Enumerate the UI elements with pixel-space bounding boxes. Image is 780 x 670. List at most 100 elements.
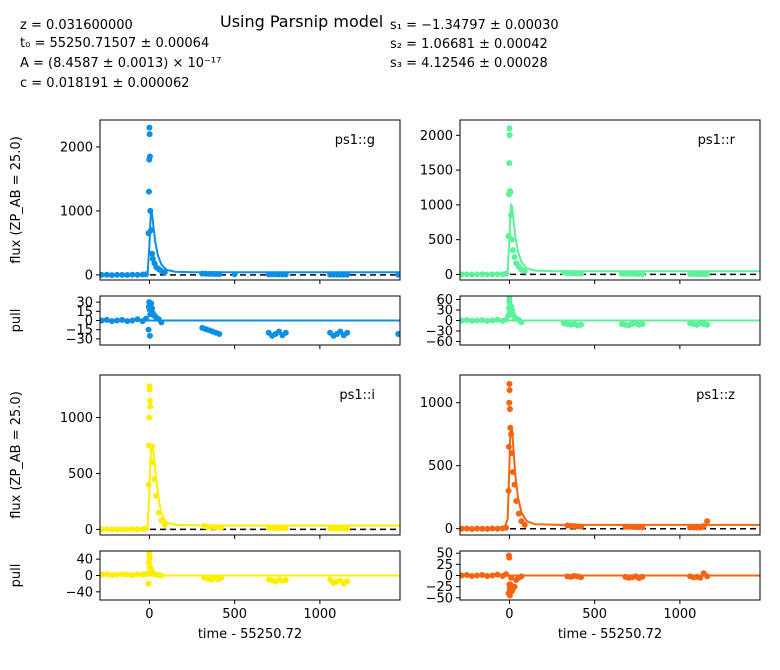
data-point [146,414,153,421]
panel-i-ytick-label: 500 [68,467,93,482]
pull-point [103,571,110,578]
pull-point [506,554,513,561]
panel-r: 0 500 1000 1500 2000 ps1::r [420,119,761,284]
data-point [129,526,136,533]
data-point [508,450,515,457]
pull-point [124,318,131,325]
pull-point [344,329,351,336]
data-point [161,269,168,276]
data-point [507,424,514,431]
data-point [505,487,512,494]
data-point [148,227,155,234]
model-curve [100,444,400,531]
data-point [506,132,513,139]
panel-i-ytick-label: 0 [85,523,93,538]
data-point [103,271,110,278]
data-point [460,271,465,278]
pull-i-xtick-label: 0 [145,607,153,622]
data-point [505,443,512,450]
pull-point [578,574,585,581]
pull-point [148,300,155,307]
data-point [704,271,711,278]
data-point [511,481,518,488]
data-point [521,267,528,274]
data-point [503,270,510,277]
pull-point [119,316,126,323]
pull-r-ytick-label: 0 [445,314,453,329]
data-point [506,125,513,132]
pull-point [489,572,496,579]
pull-point [484,317,491,324]
x-axis-label: time - 55250.72 [198,627,302,642]
data-point [506,399,513,406]
pull-i-ytick-label: 40 [76,553,93,568]
data-point [468,525,475,532]
pull-point [395,330,400,337]
panel-frame [459,119,761,281]
data-point [151,476,158,483]
pull-point [460,317,465,324]
pull-point [474,572,481,579]
band-label: ps1::r [698,133,736,148]
param-z: z = 0.031600000 [20,18,133,33]
data-point [145,188,152,195]
pull-point [506,592,513,599]
panel-z-ytick-label: 0 [445,522,453,537]
pull-point [494,316,501,323]
pull-r-ytick-label: −30 [426,325,453,340]
panel-r-ytick-label: 1500 [420,164,453,179]
pull-frame [459,550,761,601]
data-point [521,521,528,528]
pull-point [508,574,515,581]
panel-r-ytick-label: 0 [445,268,453,283]
data-point [114,526,121,533]
pull-r-ytick-label: 30 [436,304,453,319]
data-point [479,525,486,532]
pull-g-ytick-label: −15 [66,323,93,338]
data-point [494,271,501,278]
data-point [506,380,513,387]
pull-point [460,572,465,579]
pull-g-ytick-label: 0 [85,314,93,329]
data-point [463,271,470,278]
panel-frame [99,119,401,281]
data-point [700,523,707,530]
data-point [344,271,351,278]
panel-z-ytick-label: 500 [428,459,453,474]
data-point [344,525,351,532]
pull-point [100,317,105,324]
panel-r-plot [460,125,760,278]
data-point [494,525,501,532]
data-point [147,207,154,214]
panel-g-ytick-label: 2000 [60,140,93,155]
data-point [146,131,153,138]
data-point [282,525,289,532]
pull-point [146,332,153,339]
pull-point [704,573,711,580]
data-point [479,271,486,278]
data-point [148,250,155,257]
model-curve [100,210,400,276]
data-point [515,510,522,517]
data-point [704,518,711,525]
data-point [100,526,105,533]
data-point [489,525,496,532]
data-point [124,272,131,279]
data-point [468,271,475,278]
pull-z-ytick-label: 0 [445,569,453,584]
model-curve [460,425,760,530]
pull-point [468,317,475,324]
pull-point [114,571,121,578]
data-point [282,271,289,278]
pull-point [129,572,136,579]
pull-r-plot [460,296,760,329]
pull-point [282,576,289,583]
data-point [578,270,585,277]
pull-point [494,571,501,578]
data-point [484,271,491,278]
pull-point [639,321,646,327]
